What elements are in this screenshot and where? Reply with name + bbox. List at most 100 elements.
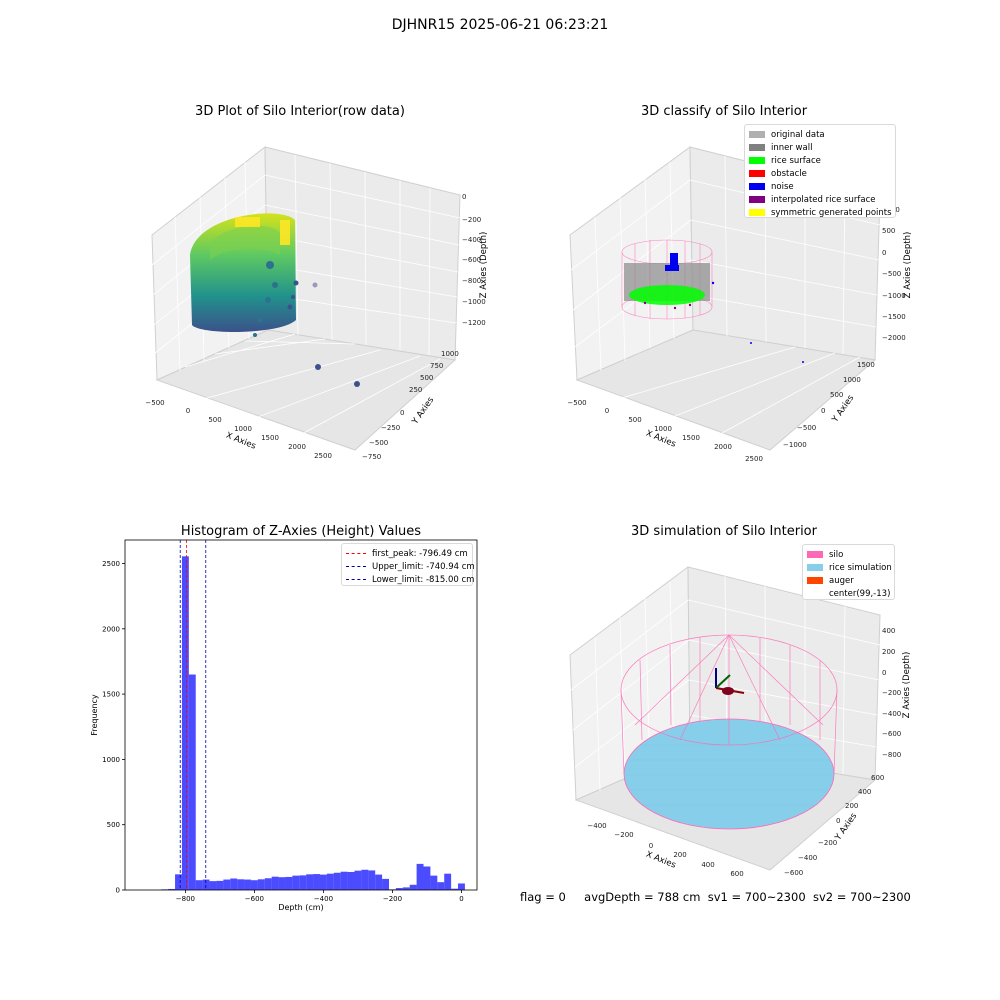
- raw-ztick: −1000: [462, 298, 486, 306]
- legend-label: noise: [771, 181, 794, 192]
- histogram-bar: [175, 874, 182, 890]
- classify-xtick: 2000: [714, 443, 732, 451]
- histogram-bar: [195, 880, 203, 890]
- raw-xtick: 2500: [314, 452, 332, 460]
- legend-entry: interpolated rice surface: [749, 193, 891, 206]
- simulation-3d-plot: −400 −200 0 200 400 600 −600 −400 −200 0…: [569, 566, 912, 878]
- legend-label: original data: [771, 129, 825, 140]
- histogram-xtick-label: 0: [459, 895, 463, 903]
- classify-ztick: −2000: [882, 334, 906, 342]
- classify-legend: original data inner wall rice surface obsta…: [744, 124, 896, 218]
- raw-ztick: −600: [462, 256, 481, 264]
- legend-swatch: [749, 183, 765, 190]
- histogram-bar: [402, 887, 410, 890]
- histogram-chart: −800 −600 −400 −200 0 0 500 1000 1500 2000 2500 D…: [90, 539, 478, 912]
- histogram-xtick-label: −200: [383, 895, 402, 903]
- histogram-bar: [375, 874, 383, 890]
- simulation-ytick: 600: [871, 774, 884, 782]
- histogram-bar: [368, 870, 376, 890]
- legend-label: symmetric generated points: [771, 207, 892, 218]
- classify-ztick: 0: [882, 249, 886, 257]
- simulation-ztick: −200: [882, 689, 901, 697]
- raw-zlabel: Z Axies (Depth): [479, 232, 489, 299]
- histogram-bar: [292, 875, 300, 890]
- legend-swatch: [807, 577, 823, 584]
- raw-3d-plot: −500 0 500 1000 1500 2000 2500 −750 −500…: [145, 145, 489, 461]
- histogram-bar: [306, 874, 314, 890]
- raw-ytick: 1000: [441, 350, 459, 358]
- classify-xtick: 2500: [745, 455, 763, 463]
- simulation-xtick: −200: [614, 831, 633, 839]
- legend-swatch: [749, 131, 765, 138]
- raw-ytick: 750: [430, 362, 443, 370]
- sv2-text: sv2 = 700~2300: [812, 890, 911, 904]
- raw-xlabel: X Axies: [224, 431, 257, 452]
- simulation-xtick: 200: [673, 851, 686, 859]
- legend-swatch: [346, 566, 366, 567]
- legend-entry: rice simulation: [807, 561, 892, 574]
- histogram-legend: first_peak: -796.49 cm Upper_limit: -740.…: [341, 543, 475, 586]
- histogram-bar: [326, 873, 334, 890]
- classify-xtick: 500: [628, 416, 641, 424]
- simulation-ytick: −400: [798, 854, 817, 862]
- histogram-bar: [237, 879, 245, 890]
- histogram-bar: [216, 880, 224, 890]
- histogram-bar: [168, 888, 176, 890]
- histogram-bar: [444, 873, 452, 890]
- histogram-bar: [250, 880, 258, 890]
- classify-xtick: 1000: [654, 425, 672, 433]
- histogram-bar: [347, 871, 355, 890]
- simulation-xtick: 400: [701, 861, 714, 869]
- classify-ytick: 0: [821, 407, 825, 415]
- histogram-ytick-label: 1500: [102, 691, 120, 699]
- legend-swatch: [749, 209, 765, 216]
- classify-ytick: 1500: [857, 361, 875, 369]
- classify-ytick: 1000: [843, 376, 861, 384]
- classify-panel-title: 3D classify of Silo Interior: [640, 104, 808, 119]
- histogram-bar: [223, 879, 231, 890]
- histogram-ytick-label: 500: [107, 821, 120, 829]
- legend-entry: auger: [807, 574, 890, 587]
- raw-ytick: −750: [362, 453, 381, 461]
- histogram-bar: [437, 882, 445, 890]
- status-footer: flag = 0 avgDepth = 788 cm sv1 = 700~230…: [520, 890, 911, 904]
- classify-ztick: −1000: [882, 292, 906, 300]
- histogram-bar: [416, 863, 424, 890]
- histogram-bar: [209, 881, 217, 890]
- histogram-bar: [271, 876, 279, 890]
- legend-swatch: [749, 196, 765, 203]
- classify-ytick: −500: [797, 424, 816, 432]
- raw-ytick: 500: [420, 374, 433, 382]
- histogram-ytick-label: 1000: [102, 756, 120, 764]
- classify-zlabel: Z Axies (Depth): [903, 232, 913, 299]
- flag-text: flag = 0: [520, 890, 566, 904]
- legend-entry: first_peak: -796.49 cm: [346, 547, 468, 560]
- legend-swatch: [749, 170, 765, 177]
- legend-entry: noise: [749, 180, 891, 193]
- classify-ztick: −1500: [882, 313, 906, 321]
- simulation-ztick: 400: [882, 627, 895, 635]
- raw-ztick: −400: [462, 236, 481, 244]
- histogram-bar: [202, 879, 210, 890]
- classify-3d-plot: −500 0 500 1000 1500 2000 2500 −1000 −50…: [567, 146, 913, 463]
- classify-xtick: 1500: [682, 434, 700, 442]
- legend-label: inner wall: [771, 142, 813, 153]
- simulation-ytick: 0: [836, 817, 840, 825]
- histogram-bar: [430, 875, 438, 890]
- raw-panel-title: 3D Plot of Silo Interior(row data): [195, 104, 405, 119]
- legend-entry: Lower_limit: -815.00 cm: [346, 573, 474, 586]
- histogram-title: Histogram of Z-Axies (Height) Values: [180, 524, 422, 539]
- legend-label: silo: [829, 549, 844, 560]
- legend-label: rice surface: [771, 155, 821, 166]
- classify-ztick: −500: [882, 270, 901, 278]
- histogram-bar: [451, 888, 459, 890]
- histogram-xtick-label: −600: [245, 895, 264, 903]
- histogram-bar: [340, 871, 348, 890]
- raw-ytick: −500: [369, 439, 388, 447]
- raw-ytick: −250: [381, 424, 400, 432]
- simulation-ztick: −600: [882, 730, 901, 738]
- classify-ztick: 500: [882, 227, 895, 235]
- legend-label: Lower_limit: -815.00 cm: [372, 574, 475, 585]
- histogram-bar: [333, 872, 341, 890]
- histogram-xtick-label: −400: [314, 895, 333, 903]
